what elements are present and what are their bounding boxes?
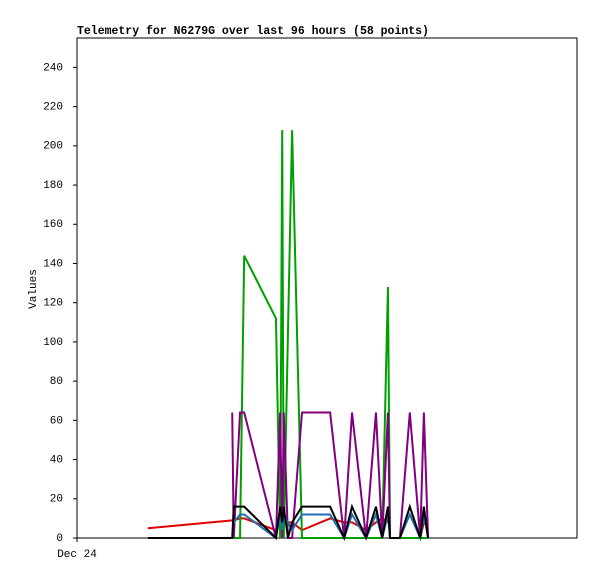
data-line bbox=[147, 130, 429, 539]
y-axis-label: Values bbox=[28, 269, 40, 309]
y-tick-label: 0 bbox=[56, 533, 63, 545]
y-tick-label: 180 bbox=[43, 180, 63, 192]
y-tick-label: 160 bbox=[43, 219, 63, 231]
y-tick-label: 240 bbox=[43, 62, 63, 74]
x-tick-label: Dec 24 bbox=[57, 549, 97, 561]
y-tick-label: 140 bbox=[43, 258, 63, 270]
y-tick-label: 200 bbox=[43, 141, 63, 153]
y-tick-label: 60 bbox=[50, 415, 63, 427]
y-tick-label: 20 bbox=[50, 494, 63, 506]
y-tick-label: 120 bbox=[43, 298, 63, 310]
y-tick-label: 80 bbox=[50, 376, 63, 388]
chart-title: Telemetry for N6279G over last 96 hours … bbox=[77, 25, 429, 38]
y-tick-label: 40 bbox=[50, 454, 63, 466]
data-line bbox=[231, 411, 430, 539]
plot-frame bbox=[76, 37, 578, 539]
y-tick-label: 220 bbox=[43, 102, 63, 114]
data-line bbox=[147, 503, 430, 542]
y-tick-label: 100 bbox=[43, 337, 63, 349]
